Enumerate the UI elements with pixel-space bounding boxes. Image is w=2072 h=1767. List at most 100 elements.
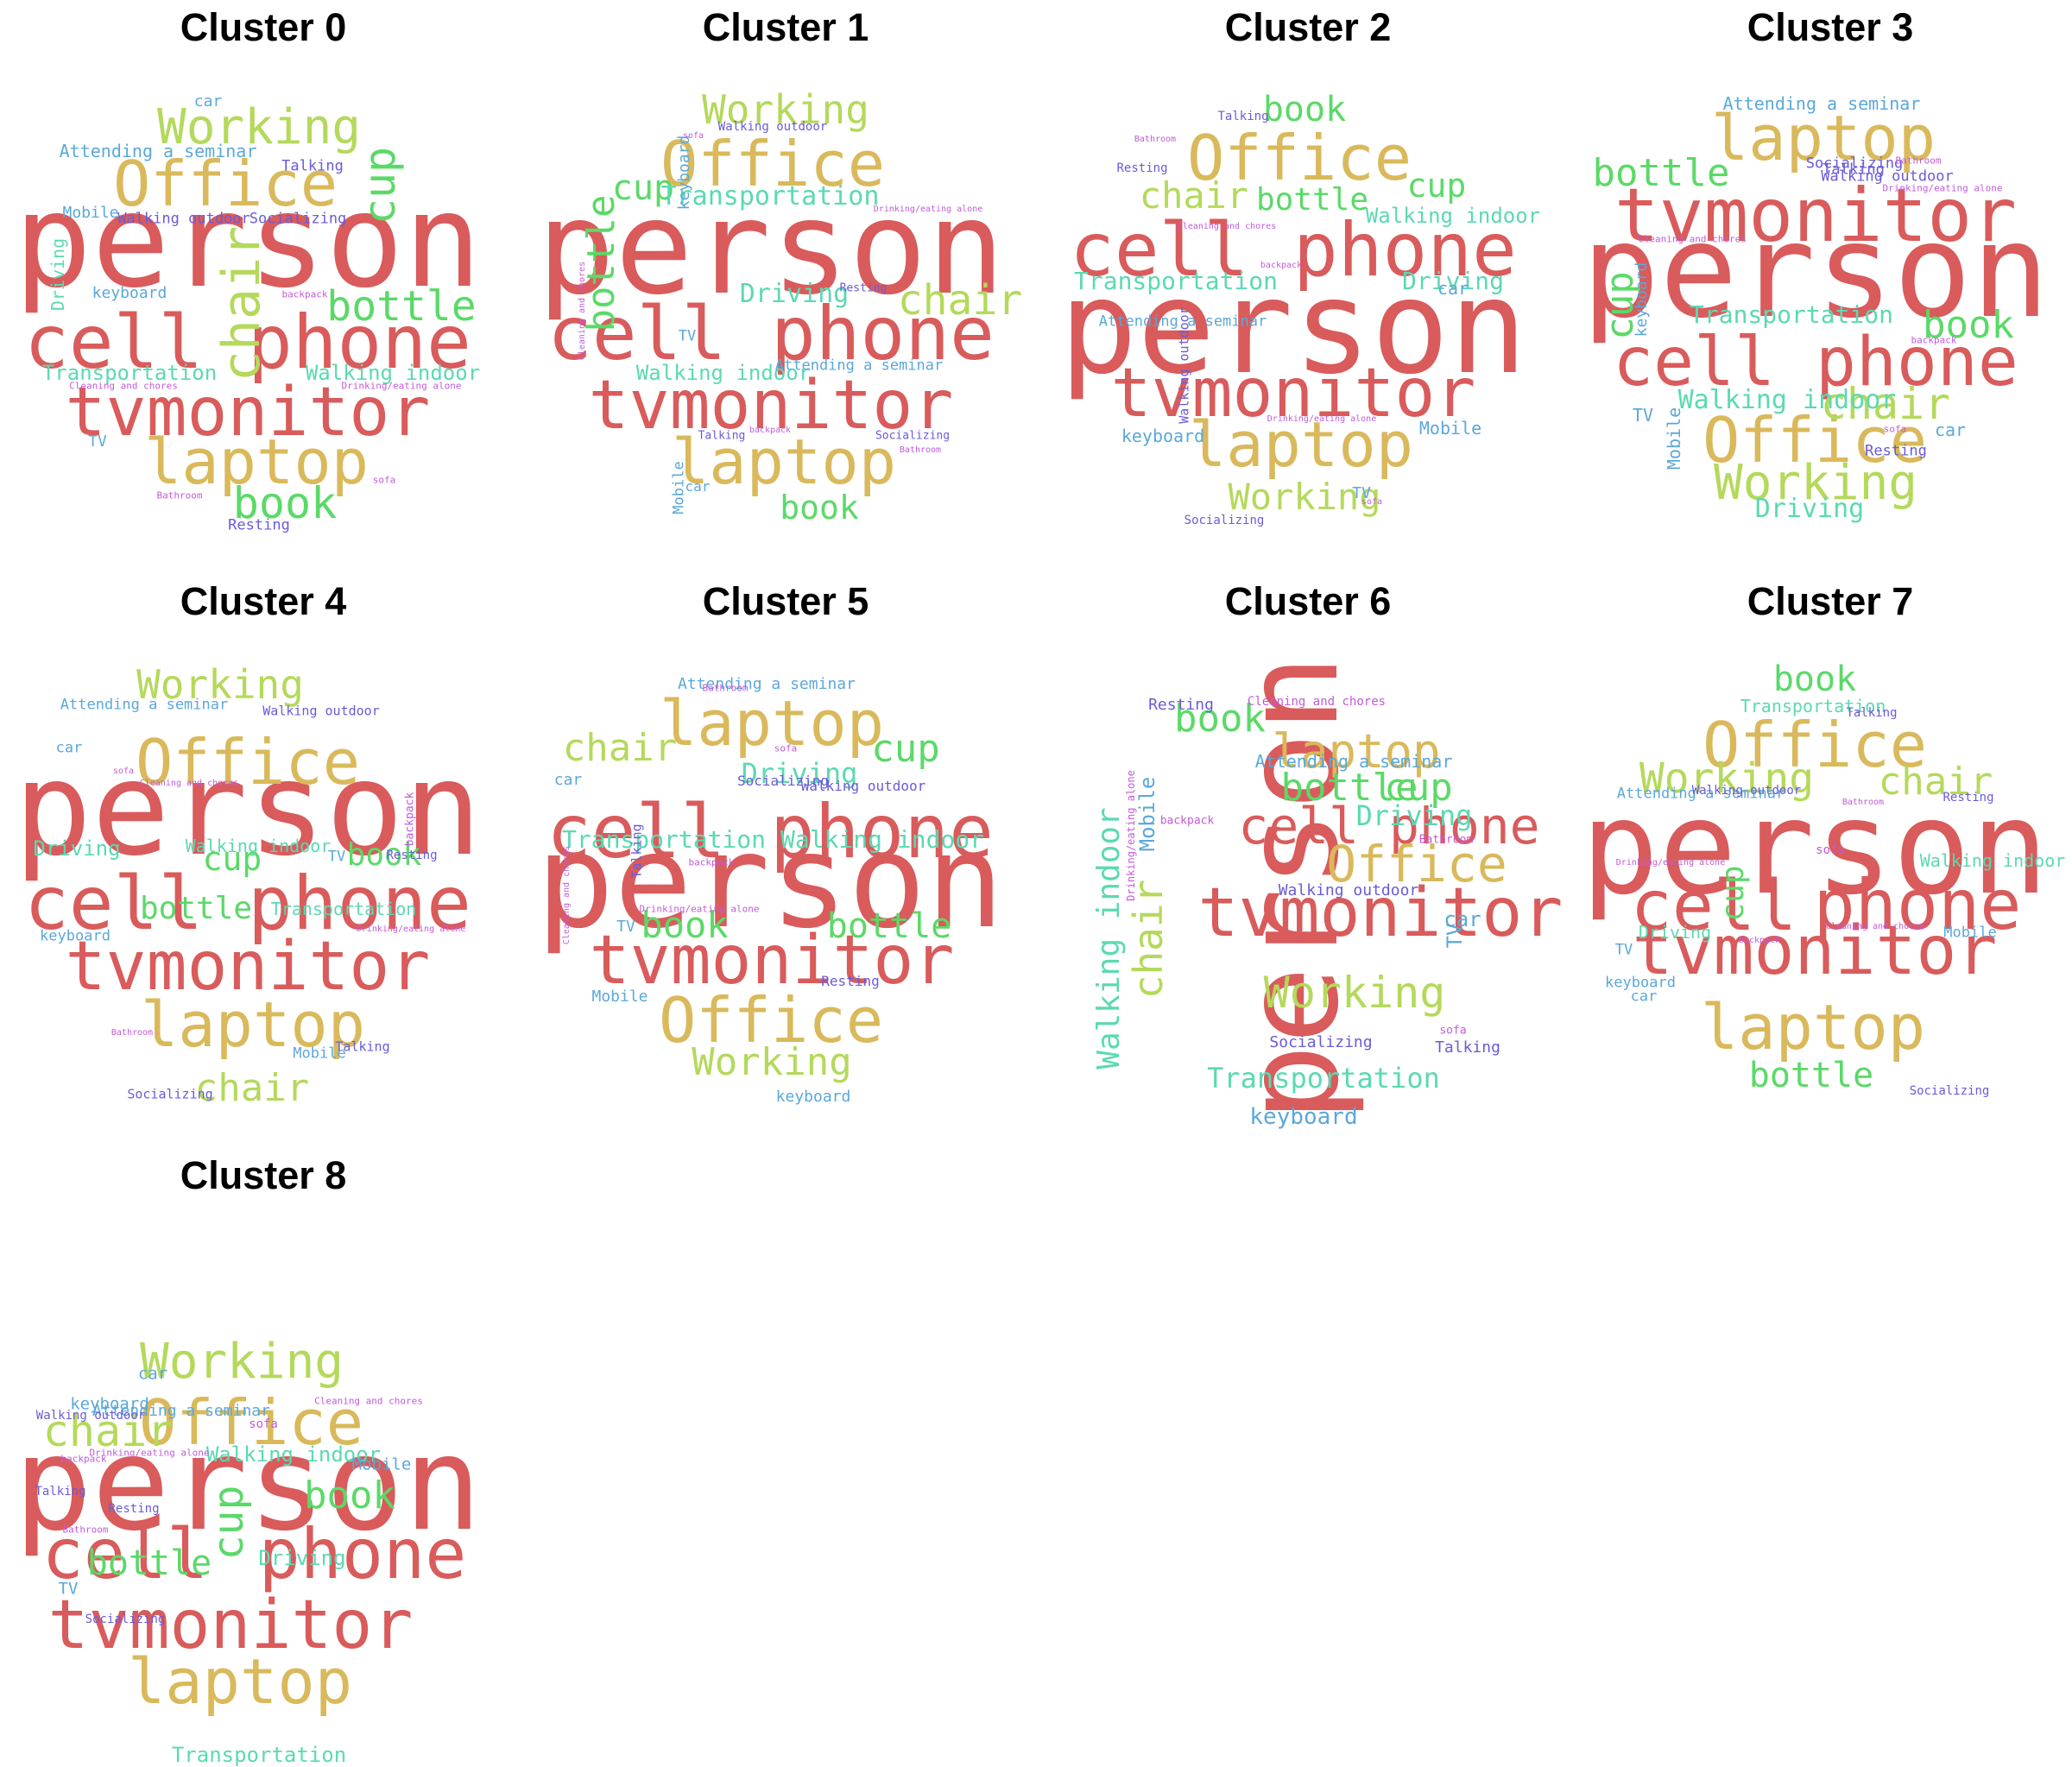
cloud-word: Resting: [821, 973, 880, 989]
cloud-word: phone: [258, 1514, 467, 1594]
cloud-word: car: [1934, 420, 1967, 440]
cloud-word: book: [232, 478, 338, 528]
cloud-word: keyboard: [775, 1088, 851, 1106]
cloud-word: Bathroom: [1134, 135, 1177, 144]
cloud-word: bottle: [1255, 182, 1369, 218]
cloud-word: Resting: [1116, 161, 1168, 175]
cloud-word: Transportation: [1207, 1062, 1440, 1095]
cloud-word: backpack: [1260, 261, 1303, 270]
cloud-word: Mobile: [351, 1455, 412, 1474]
cloud-word: chair: [562, 726, 678, 770]
cloud-word: backpack: [1911, 334, 1957, 346]
cloud-word: Driving: [1754, 494, 1865, 524]
cloud-word: Talking: [629, 824, 645, 879]
cloud-word: Talking: [281, 157, 344, 175]
cloud-word: cell phone: [24, 861, 471, 947]
cloud-word: Transportation: [1740, 696, 1886, 716]
cloud-word: Driving: [739, 279, 850, 309]
cloud-word: TV: [58, 1579, 79, 1599]
cloud-word: Socializing: [249, 210, 347, 228]
cloud-word: TV: [1352, 484, 1371, 502]
cloud-word: book: [346, 837, 422, 873]
cloud-word: Talking: [1217, 110, 1269, 123]
cloud-word: Drinking/eating alone: [639, 903, 760, 915]
cloud-word: Socializing: [1184, 514, 1265, 527]
cloud-word: tvmonitor: [47, 1587, 414, 1664]
cloud-word: Working: [1639, 754, 1815, 803]
cloud-word: Driving: [33, 836, 121, 861]
cloud-word: Office: [660, 128, 886, 200]
cloud-word: tvmonitor: [1614, 173, 2017, 259]
cloud-word: Drinking/eating alone: [341, 380, 462, 392]
cloud-word: keyboard: [1249, 1104, 1358, 1130]
cloud-word: Cleaning and chores: [314, 1395, 423, 1407]
cloud-word: Cleaning and chores: [1177, 222, 1277, 231]
cloud-word: cup: [871, 727, 940, 771]
cloud-word: Walking indoor: [1919, 850, 2066, 871]
cloud-word: Bathroom: [111, 1028, 154, 1038]
cloud-word: bottle: [1592, 151, 1730, 195]
cloud-word: Socializing: [1805, 155, 1904, 173]
cloud-word: bottle: [1280, 766, 1418, 810]
cloud-word: laptop: [1700, 991, 1926, 1063]
cloud-word: phone: [1813, 865, 2022, 945]
cloud-word: Resting: [1942, 791, 1994, 805]
cloud-word: sofa: [112, 767, 135, 776]
cloud-word: sofa: [682, 131, 704, 141]
cloud-word: Socializing: [1269, 1033, 1373, 1051]
cloud-word: tvmonitor: [1110, 355, 1476, 432]
cloud-word: cup: [611, 168, 675, 208]
cloud-word: Driving: [1638, 922, 1712, 943]
cloud-word: Mobile: [1943, 924, 1997, 942]
cloud-word: Resting: [839, 281, 888, 295]
cloud-word: Talking: [35, 1485, 86, 1499]
cloud-word: car: [1443, 907, 1481, 931]
cloud-word: backpack: [403, 792, 417, 847]
cloud-word: cup: [1406, 167, 1467, 205]
cloud-word: chair: [212, 225, 272, 382]
cloud-word: car: [55, 739, 83, 757]
cloud-word: sofa: [249, 1417, 278, 1431]
cloud-word: Attending a seminar: [1098, 312, 1267, 331]
cloud-word: Transportation: [171, 1743, 347, 1767]
cloud-word: Cleaning and chores: [578, 261, 587, 361]
cloud-word: Attending a seminar: [1722, 93, 1921, 114]
cloud-word: TV: [616, 918, 635, 936]
cloud-word: Working: [692, 1040, 852, 1084]
cloud-word: Working: [1713, 455, 1918, 511]
cloud-word: person: [1582, 197, 2050, 347]
cloud-word: Driving: [47, 237, 68, 312]
cloud-word: laptop: [143, 426, 370, 498]
cloud-word: Drinking/eating alone: [89, 1447, 210, 1459]
cloud-word: Walking outdoor: [117, 210, 250, 228]
cloud-word: Attending a seminar: [1616, 785, 1785, 803]
cloud-word: Drinking/eating alone: [356, 925, 466, 934]
cloud-word: book: [1772, 659, 1857, 699]
cloud-word: tvmonitor: [65, 928, 431, 1006]
cloud-word: keyboard: [1633, 262, 1651, 338]
cloud-word: Bathroom: [1841, 798, 1885, 807]
cloud-word: Driving: [741, 757, 858, 790]
cloud-word: Socializing: [1909, 1084, 1990, 1098]
cloud-word: backpack: [749, 426, 792, 435]
cloud-word: Walking indoor: [1091, 807, 1127, 1070]
cloud-word: Resting: [1148, 696, 1214, 714]
cluster-title: Cluster 4: [180, 579, 347, 623]
cloud-word: cell phone: [546, 789, 994, 875]
cloud-word: Driving: [1355, 799, 1473, 832]
cluster-5-word-cloud: Cluster 5 person cell phone tvmonitor laptop…: [536, 574, 1027, 1126]
cloud-word: cell phone: [24, 300, 471, 386]
cloud-word: Socializing: [85, 1612, 166, 1626]
cloud-word: Office: [1702, 404, 1928, 476]
cloud-word: Talking: [1822, 161, 1885, 179]
cloud-word: Working: [1228, 476, 1381, 518]
cloud-word: laptop: [659, 687, 885, 760]
cloud-word: Mobile: [293, 1044, 346, 1063]
cloud-word: Cleaning and chores: [1638, 233, 1747, 245]
cloud-word: book: [1923, 303, 2014, 347]
cloud-word: TV: [88, 432, 107, 451]
cloud-word: Resting: [386, 849, 438, 862]
cloud-word: sofa: [1361, 497, 1383, 507]
cloud-word: cell: [41, 1514, 209, 1594]
cloud-word: Office: [112, 148, 338, 220]
